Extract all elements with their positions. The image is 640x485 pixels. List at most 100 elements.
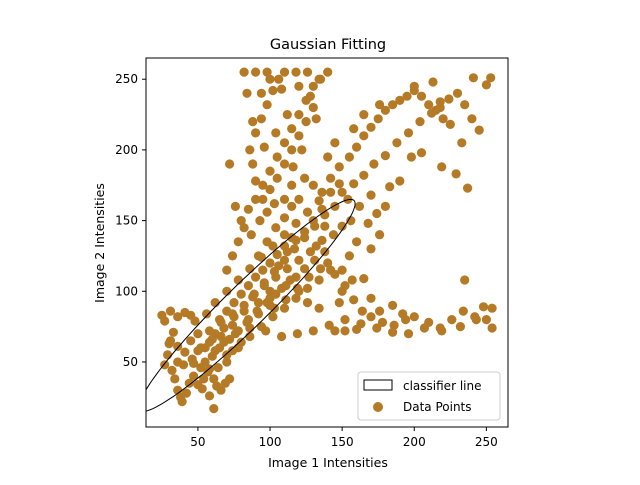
legend-swatch-classifier-line [363,379,393,391]
data-point [209,374,219,384]
data-point [181,388,191,398]
data-point [229,298,239,308]
data-point [167,365,177,375]
data-point [289,244,300,254]
chart-title: Gaussian Fitting [270,37,386,53]
data-point [395,176,405,186]
data-point [435,97,445,107]
data-point [251,176,261,186]
data-point [467,114,477,124]
data-point [297,145,307,155]
data-point [302,207,313,217]
data-point [460,100,470,110]
data-point [279,159,290,169]
data-point [314,196,324,206]
data-point [265,258,275,268]
data-point [330,326,340,336]
data-point [352,324,362,334]
data-point [349,124,359,134]
data-point [160,316,170,326]
data-point [375,100,385,110]
y-tick-label: 250 [115,72,138,86]
data-point [323,258,333,268]
data-point [369,159,379,169]
data-point [213,363,223,373]
data-point [445,119,455,129]
data-point [323,67,333,77]
data-point [265,184,275,195]
data-point [334,162,344,172]
data-point [388,327,398,337]
data-point [274,74,284,84]
x-tick-label: 150 [331,435,354,449]
data-point [265,293,275,303]
data-point [334,298,344,308]
data-point [239,223,249,233]
data-point [308,81,318,91]
data-point [239,306,249,316]
data-point [262,100,272,110]
data-point [373,114,383,124]
data-point [279,138,290,148]
data-point [437,162,447,172]
data-point [251,272,261,282]
data-point [259,142,269,152]
data-point [315,264,326,274]
data-point [366,122,376,132]
y-tick-label: 100 [115,284,138,298]
classifier-ellipse [146,198,356,412]
data-point [253,309,264,319]
data-point [359,131,369,141]
data-point [282,247,292,257]
data-point [259,281,269,291]
data-point [178,360,189,370]
data-point [262,67,272,77]
data-point [177,397,187,407]
data-point [236,216,246,226]
data-point [274,261,284,271]
data-point [248,159,258,169]
x-tick-label: 100 [259,435,282,449]
data-point [242,317,252,327]
data-point [236,337,246,347]
data-point [271,223,281,233]
data-point [216,317,226,327]
data-point [227,346,238,356]
data-point [225,159,235,169]
data-point [200,357,210,367]
data-point [248,117,258,127]
data-point [330,138,340,148]
data-point [337,187,347,197]
y-tick-label: 150 [115,214,138,228]
data-point [486,73,496,83]
data-point [227,309,238,319]
data-point [268,312,278,322]
y-tick-label: 50 [123,355,138,369]
x-axis-label: Image 1 Intensities [268,455,388,470]
axes-frame [145,57,509,428]
data-point [300,173,310,183]
legend-label-classifier-line: classifier line [403,379,481,393]
data-point [337,286,347,296]
data-point [173,385,183,395]
data-point [279,230,290,240]
data-point [204,391,215,401]
x-axis: 50 100 150 200 250 [190,427,498,449]
data-point [366,312,376,322]
data-point [256,114,266,124]
data-point [282,110,292,120]
data-point [251,128,261,138]
data-point [314,303,324,313]
data-point [294,255,304,265]
data-point [256,252,266,262]
data-point [481,315,491,325]
data-point [279,303,290,313]
legend-label-data-points: Data Points [403,400,472,414]
data-point [380,151,390,161]
data-point [279,67,290,77]
data-point [272,249,282,260]
data-point [363,218,373,228]
data-point [189,371,199,381]
data-point [272,173,282,183]
